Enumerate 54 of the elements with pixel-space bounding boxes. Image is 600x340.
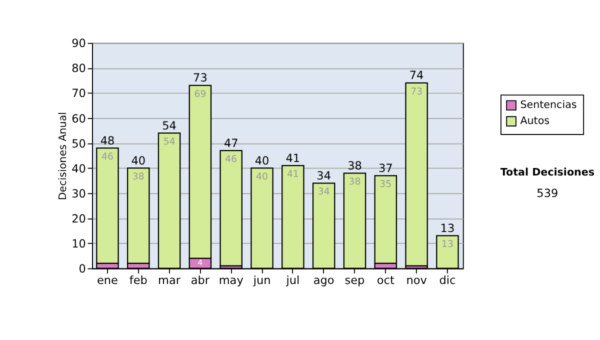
x-tick-label: abr [190,274,210,287]
data-label: 13 [441,238,454,250]
y-tick-label: 20 [72,212,86,226]
total-label: 40 [254,154,270,168]
y-tick-label: 40 [72,162,86,176]
data-label: 34 [318,186,330,198]
total-label: 48 [100,134,115,148]
x-tick-label: sep [344,274,365,287]
data-label: 69 [194,88,206,100]
data-label: 73 [410,86,423,98]
data-label: 46 [225,154,238,165]
y-tick-label: 10 [72,237,86,250]
legend-label: Sentencias [520,99,577,112]
data-label: 38 [348,176,361,188]
y-tick-label: 0 [78,262,86,276]
y-tick-label: 80 [72,62,86,76]
x-tick-label: may [218,274,244,287]
x-tick-label: oct [376,274,395,287]
data-label: 41 [286,168,299,180]
total-label: 73 [193,72,208,85]
total-label: 40 [131,154,146,168]
x-tick-label: jul [285,274,300,287]
x-tick-label: nov [406,274,428,287]
data-label: 54 [163,136,176,148]
y-tick-label: 50 [72,137,86,150]
x-tick-label: feb [129,274,148,287]
total-label: 54 [162,119,176,132]
data-label: 38 [132,171,144,182]
bar [220,150,242,266]
total-label: 13 [440,222,455,235]
bar [405,82,428,266]
y-tick-label: 90 [72,37,86,50]
data-label: 4 [198,258,203,268]
data-label: 35 [380,178,392,190]
total-label: 38 [348,159,362,172]
total-label: 74 [409,69,424,82]
x-tick-label: dic [439,274,456,287]
total-label: 47 [224,136,238,150]
total-label: 37 [378,162,393,175]
text: Total Decisiones [500,166,595,178]
y-tick-label: 70 [72,87,86,100]
y-tick-label: 30 [72,187,86,200]
x-tick-label: jun [252,274,271,287]
y-tick-label: 60 [72,112,86,126]
data-label: 46 [102,151,114,162]
data-label: 40 [256,171,268,182]
x-tick-label: ene [96,274,118,287]
total-label: 34 [316,169,331,182]
total-label: 41 [286,152,300,165]
legend-label: Autos [520,115,550,128]
x-tick-label: ago [313,274,334,287]
x-tick-label: mar [158,274,181,287]
y-axis-title: Decisiones Anual [56,112,69,200]
text: 539 [536,186,558,200]
